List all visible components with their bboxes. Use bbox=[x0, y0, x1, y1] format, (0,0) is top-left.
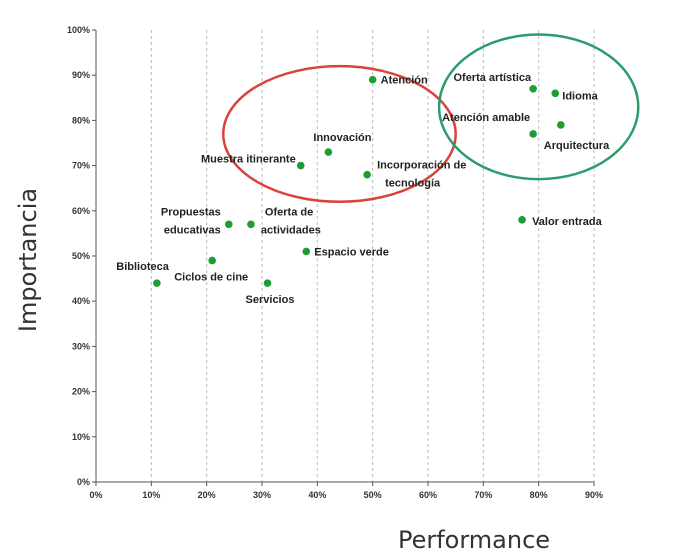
y-tick-label: 100% bbox=[67, 25, 90, 35]
data-point bbox=[518, 216, 526, 224]
x-tick-label: 0% bbox=[89, 490, 102, 500]
annotation-ellipse bbox=[437, 33, 640, 181]
x-tick-label: 60% bbox=[419, 490, 437, 500]
y-tick-label: 80% bbox=[72, 115, 90, 125]
data-point bbox=[324, 148, 333, 156]
x-tick-label: 10% bbox=[142, 490, 160, 500]
point-label: Valor entrada bbox=[532, 216, 603, 228]
y-tick-label: 50% bbox=[72, 251, 90, 261]
point-label-line: Incorporación de bbox=[377, 160, 466, 172]
y-tick-label: 60% bbox=[72, 206, 90, 216]
y-axis-title: Importancia bbox=[14, 188, 42, 332]
y-tick-label: 40% bbox=[72, 296, 90, 306]
data-point bbox=[363, 170, 371, 179]
point-label: Ciclos de cine bbox=[174, 272, 248, 284]
point-label: Incorporación de tecnología bbox=[377, 160, 466, 190]
data-point bbox=[225, 220, 233, 229]
data-point bbox=[302, 247, 311, 256]
data-point bbox=[368, 75, 377, 84]
point-label: Atención bbox=[381, 75, 428, 87]
point-label: Innovación bbox=[313, 132, 371, 144]
data-point bbox=[247, 220, 255, 229]
x-axis-title: Performance bbox=[398, 526, 550, 553]
point-label: Oferta de actividades bbox=[261, 206, 321, 236]
annotation-ellipses bbox=[222, 33, 640, 204]
data-point bbox=[551, 89, 560, 98]
point-label: Espacio verde bbox=[314, 246, 389, 258]
y-tick-label: 0% bbox=[77, 477, 90, 487]
y-tick-label: 90% bbox=[72, 70, 90, 80]
y-tick-label: 30% bbox=[72, 341, 90, 351]
point-label: Idioma bbox=[562, 90, 598, 102]
point-label: Atención amable bbox=[442, 112, 530, 124]
data-points bbox=[153, 75, 565, 287]
point-labels: Atención Oferta artística Idioma Atención a… bbox=[116, 72, 610, 306]
y-tick-labels: 0% 10% 20% 30% 40% 50% 60% 70% 80% 90% 100% bbox=[67, 25, 96, 487]
point-label: Servicios bbox=[246, 294, 295, 306]
point-label-line: actividades bbox=[261, 224, 321, 236]
point-label: Biblioteca bbox=[116, 261, 169, 273]
data-point bbox=[529, 84, 537, 93]
point-label-line: Propuestas bbox=[161, 206, 221, 218]
data-point bbox=[208, 256, 216, 265]
x-tick-labels: 0% 10% 20% 30% 40% 50% 60% 70% 80% 90% bbox=[89, 482, 603, 500]
data-point bbox=[263, 279, 272, 287]
point-label: Muestra itinerante bbox=[201, 154, 296, 166]
y-tick-label: 20% bbox=[72, 387, 90, 397]
data-point bbox=[557, 121, 565, 129]
x-tick-label: 90% bbox=[585, 490, 603, 500]
y-tick-label: 10% bbox=[72, 432, 90, 442]
x-tick-label: 50% bbox=[364, 490, 382, 500]
x-tick-label: 40% bbox=[308, 490, 326, 500]
x-tick-label: 70% bbox=[474, 490, 492, 500]
point-label-line: educativas bbox=[164, 224, 221, 236]
y-tick-label: 70% bbox=[72, 161, 90, 171]
point-label-line: Oferta de bbox=[265, 206, 313, 218]
data-point bbox=[296, 161, 305, 170]
point-label-line: tecnología bbox=[385, 178, 441, 190]
point-label: Propuestas educativas bbox=[161, 206, 221, 236]
x-tick-label: 30% bbox=[253, 490, 271, 500]
point-label: Oferta artística bbox=[453, 72, 532, 84]
data-point bbox=[153, 279, 161, 287]
point-label: Arquitectura bbox=[544, 140, 610, 152]
annotation-ellipse bbox=[222, 64, 457, 204]
x-tick-label: 20% bbox=[198, 490, 216, 500]
data-point bbox=[529, 130, 537, 138]
x-tick-label: 80% bbox=[530, 490, 548, 500]
